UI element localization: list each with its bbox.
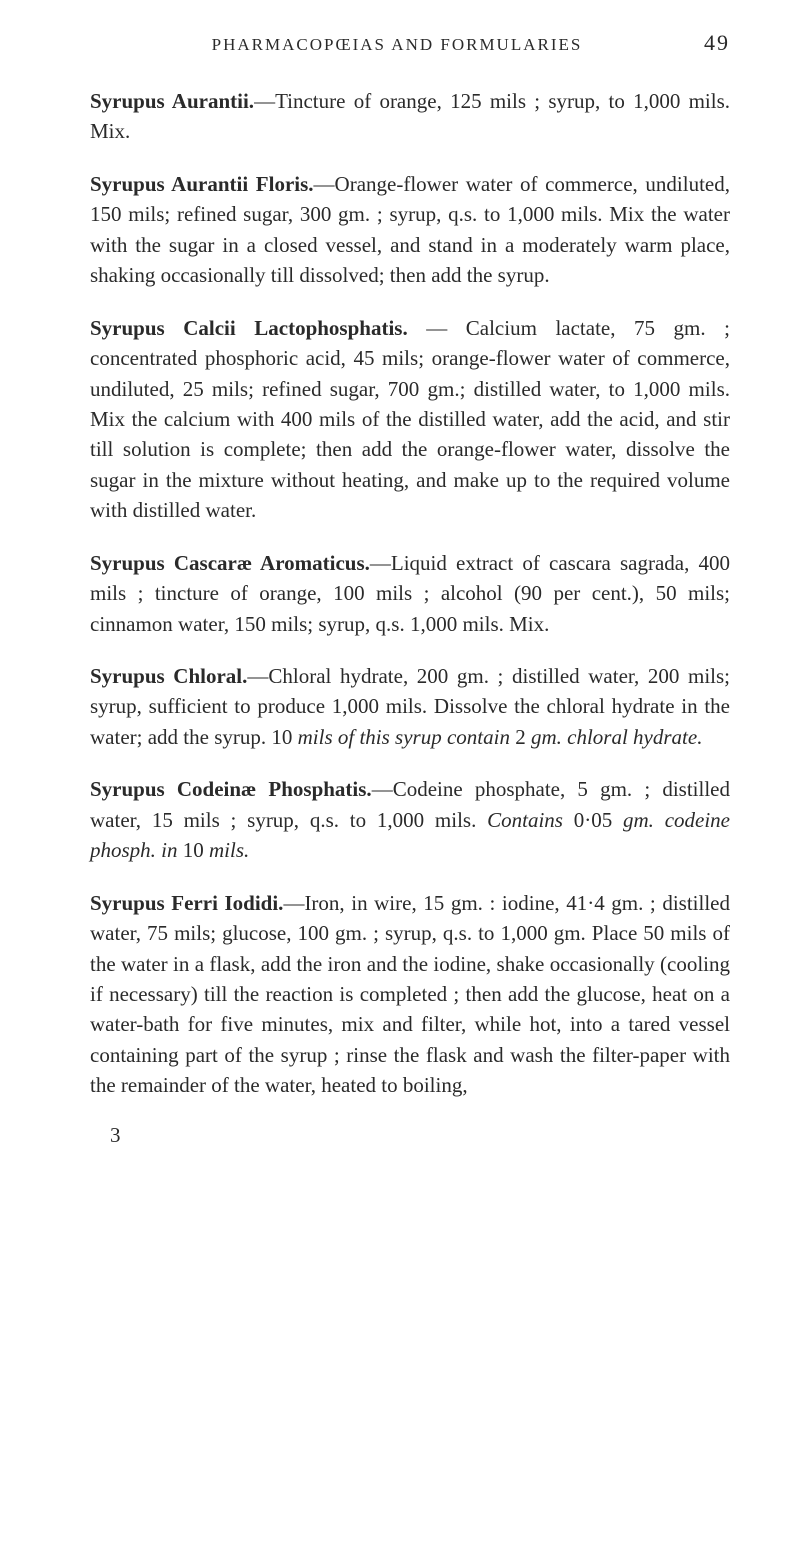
entry-italic: Contains [487,808,563,832]
entry-calcii: Syrupus Calcii Lactophosphatis. — Calciu… [90,313,730,526]
entry-title: Syrupus Calcii Lactophosphatis. [90,316,408,340]
entry-body: 2 [510,725,531,749]
entry-italic: gm. chloral hydrate. [531,725,702,749]
entry-italic: mils. [209,838,249,862]
entry-title: Syrupus Ferri Iodidi. [90,891,283,915]
entry-codeinae: Syrupus Codeinæ Phosphatis.—Codeine phos… [90,774,730,865]
entry-body: —Iron, in wire, 15 gm. : iodine, 41·4 gm… [90,891,730,1098]
entry-body: 10 [178,838,210,862]
entry-body: — Calcium lactate, 75 gm. ; concentrated… [90,316,730,523]
header-title: PHARMACOPŒIAS AND FORMULARIES [90,35,704,55]
entry-title: Syrupus Aurantii. [90,89,254,113]
page-number: 49 [704,30,730,56]
entry-italic: mils of this syrup contain [298,725,510,749]
entry-aurantii-floris: Syrupus Aurantii Floris.—Orange-flower w… [90,169,730,291]
entry-title: Syrupus Cascaræ Aromaticus. [90,551,370,575]
entry-body: 0·05 [563,808,623,832]
entry-cascarae: Syrupus Cascaræ Aromaticus.—Liquid extra… [90,548,730,639]
entry-chloral: Syrupus Chloral.—Chloral hydrate, 200 gm… [90,661,730,752]
entry-aurantii: Syrupus Aurantii.—Tincture of orange, 12… [90,86,730,147]
entry-title: Syrupus Codeinæ Phosphatis. [90,777,372,801]
entry-ferri: Syrupus Ferri Iodidi.—Iron, in wire, 15 … [90,888,730,1101]
footer-number: 3 [90,1123,730,1148]
entry-title: Syrupus Chloral. [90,664,247,688]
page-content: PHARMACOPŒIAS AND FORMULARIES 49 Syrupus… [0,0,800,1178]
page-header: PHARMACOPŒIAS AND FORMULARIES 49 [90,30,730,56]
entry-title: Syrupus Aurantii Floris. [90,172,314,196]
